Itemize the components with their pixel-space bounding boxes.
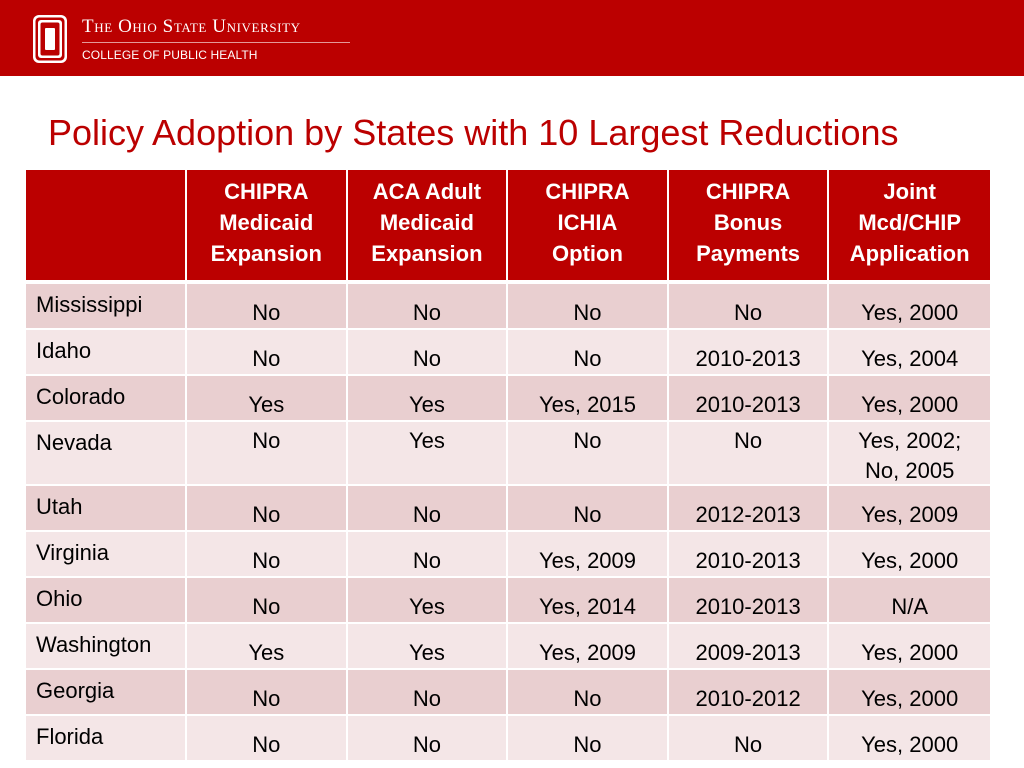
table-cell: N/A	[829, 578, 990, 624]
table-row: Georgia No No No 2010-2012 Yes, 2000	[26, 670, 990, 716]
table-row: Idaho No No No 2010-2013 Yes, 2004	[26, 330, 990, 376]
header-bar: The Ohio State University COLLEGE OF PUB…	[0, 0, 1024, 76]
table-cell: Yes, 2014	[508, 578, 669, 624]
table-cell: No	[508, 330, 669, 376]
table-cell: Yes	[187, 624, 348, 670]
table-cell: Yes, 2000	[829, 284, 990, 330]
header-corner	[26, 170, 187, 282]
table-cell: No	[187, 422, 348, 486]
table-cell: No	[508, 716, 669, 762]
table-row: Florida No No No No Yes, 2000	[26, 716, 990, 762]
table-cell: Yes	[347, 578, 509, 624]
table-cell: No	[508, 422, 669, 486]
table-cell: No	[668, 284, 830, 330]
table-row: Ohio No Yes Yes, 2014 2010-2013 N/A	[26, 578, 990, 624]
table-cell: No	[347, 284, 509, 330]
table-row: Mississippi No No No No Yes, 2000	[26, 284, 990, 330]
table-row: Nevada No Yes No No Yes, 2002; No, 2005	[26, 422, 990, 486]
table-cell: No	[187, 486, 348, 532]
table-cell: Yes, 2000	[829, 624, 990, 670]
table-cell: 2010-2013	[668, 532, 830, 578]
table-cell: No	[347, 532, 509, 578]
table-cell: No	[187, 670, 348, 716]
table-row: Washington Yes Yes Yes, 2009 2009-2013 Y…	[26, 624, 990, 670]
state-name: Colorado	[26, 376, 187, 422]
table-cell: No	[668, 716, 830, 762]
table-cell: Yes, 2009	[829, 486, 990, 532]
table-cell: 2010-2012	[668, 670, 830, 716]
table-cell: 2010-2013	[668, 578, 830, 624]
table-cell: No	[508, 670, 669, 716]
table-cell: No	[347, 486, 509, 532]
table-cell: No	[508, 284, 669, 330]
column-header: Joint Mcd/CHIP Application	[829, 170, 990, 282]
table-cell: 2010-2013	[668, 376, 830, 422]
state-name: Georgia	[26, 670, 187, 716]
column-header: CHIPRA Bonus Payments	[668, 170, 830, 282]
table-cell: Yes, 2004	[829, 330, 990, 376]
table-cell: No	[187, 578, 348, 624]
table-header-row: CHIPRA Medicaid Expansion ACA Adult Medicai…	[26, 170, 990, 282]
state-name: Idaho	[26, 330, 187, 376]
table-cell: No	[508, 486, 669, 532]
table-cell: No	[347, 716, 509, 762]
table-row: Utah No No No 2012-2013 Yes, 2009	[26, 486, 990, 532]
table-cell: 2012-2013	[668, 486, 830, 532]
state-name: Florida	[26, 716, 187, 762]
table-row: Colorado Yes Yes Yes, 2015 2010-2013 Yes…	[26, 376, 990, 422]
policy-table: CHIPRA Medicaid Expansion ACA Adult Medicai…	[26, 170, 990, 762]
table-cell: Yes	[347, 376, 509, 422]
college-name: COLLEGE OF PUBLIC HEALTH	[82, 48, 258, 62]
table-cell: Yes	[347, 422, 509, 486]
cell-line: No, 2005	[865, 458, 955, 483]
column-header: CHIPRA Medicaid Expansion	[187, 170, 348, 282]
block-o-logo-icon	[33, 15, 67, 63]
table-cell: Yes, 2000	[829, 716, 990, 762]
state-name: Utah	[26, 486, 187, 532]
state-name: Washington	[26, 624, 187, 670]
table-cell: No	[347, 670, 509, 716]
table-cell: Yes, 2000	[829, 532, 990, 578]
table-body: Mississippi No No No No Yes, 2000 Idaho …	[26, 284, 990, 762]
column-header: ACA Adult Medicaid Expansion	[347, 170, 509, 282]
table-cell: No	[668, 422, 830, 486]
table-cell: Yes, 2000	[829, 376, 990, 422]
state-name: Ohio	[26, 578, 187, 624]
table-cell: No	[187, 330, 348, 376]
state-name: Nevada	[26, 422, 187, 486]
column-header: CHIPRA ICHIA Option	[508, 170, 669, 282]
state-name: Virginia	[26, 532, 187, 578]
table-cell: Yes, 2009	[508, 532, 669, 578]
table-cell: Yes, 2015	[508, 376, 669, 422]
header-divider	[82, 42, 350, 43]
table-cell: No	[187, 284, 348, 330]
table-cell: 2010-2013	[668, 330, 830, 376]
slide-title: Policy Adoption by States with 10 Larges…	[48, 112, 899, 153]
table-cell: No	[187, 716, 348, 762]
university-name: The Ohio State University	[82, 16, 301, 37]
table-row: Virginia No No Yes, 2009 2010-2013 Yes, …	[26, 532, 990, 578]
table-cell: Yes, 2000	[829, 670, 990, 716]
table-cell: 2009-2013	[668, 624, 830, 670]
table-cell: No	[187, 532, 348, 578]
table-cell: Yes, 2002; No, 2005	[829, 422, 990, 486]
cell-line: Yes, 2002;	[858, 428, 962, 453]
table-cell: Yes, 2009	[508, 624, 669, 670]
table-cell: No	[347, 330, 509, 376]
table-cell: Yes	[347, 624, 509, 670]
table-cell: Yes	[187, 376, 348, 422]
state-name: Mississippi	[26, 284, 187, 330]
